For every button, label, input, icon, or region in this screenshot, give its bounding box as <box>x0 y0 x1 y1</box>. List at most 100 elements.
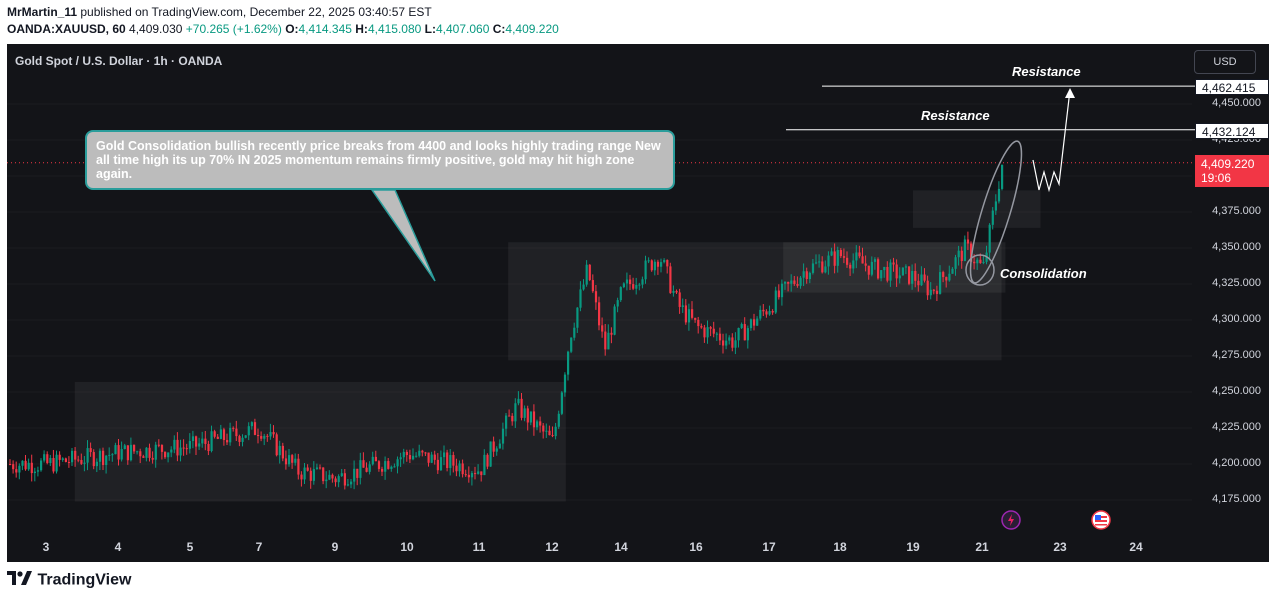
candle-body <box>182 447 185 449</box>
candle-body <box>340 473 343 477</box>
candle-body <box>855 252 858 261</box>
bar-countdown: 19:06 <box>1201 171 1232 185</box>
candle-body <box>58 454 61 460</box>
candle-body <box>629 279 632 285</box>
candle-body <box>675 290 678 293</box>
close-value: 4,409.220 <box>505 22 559 36</box>
candle-body <box>139 451 142 457</box>
price-tick-label: 4,200.000 <box>1212 457 1261 469</box>
time-tick-label: 17 <box>762 540 776 554</box>
candle-body <box>799 277 802 286</box>
candle-body <box>601 325 604 332</box>
candle-body <box>439 457 443 471</box>
candle-body <box>306 467 309 471</box>
candle-body <box>712 328 715 334</box>
candle-body <box>64 458 67 462</box>
candle-body <box>291 455 294 463</box>
candle-body <box>477 471 480 474</box>
candle-body <box>198 443 201 447</box>
candle-body <box>46 454 49 464</box>
us-flag-event-icon[interactable] <box>1091 510 1111 530</box>
candle-body <box>455 465 458 472</box>
candle-body <box>396 459 399 467</box>
candle-body <box>92 452 95 467</box>
candle-body <box>979 259 982 263</box>
candle-body <box>901 267 904 276</box>
candle-body <box>185 448 188 450</box>
candle-body <box>30 462 33 474</box>
candle-body <box>563 374 567 393</box>
candle-body <box>970 243 973 262</box>
candle-body <box>207 443 210 452</box>
candle-body <box>545 430 548 432</box>
candle-body <box>284 458 288 465</box>
candle-body <box>625 279 629 284</box>
candle-body <box>759 309 762 319</box>
candle-body <box>709 327 712 329</box>
candle-body <box>353 468 356 482</box>
candle-body <box>858 252 861 257</box>
candle-body <box>303 467 306 480</box>
candle-body <box>867 265 870 275</box>
candle-body <box>418 450 421 456</box>
candle-body <box>932 289 935 291</box>
chart-canvas[interactable] <box>7 44 1269 562</box>
candle-body <box>784 282 787 284</box>
chart-area[interactable]: Gold Spot / U.S. Dollar · 1h · OANDA USD… <box>7 44 1269 562</box>
candle-body <box>567 351 570 375</box>
candle-body <box>108 454 111 456</box>
candle-body <box>486 454 489 467</box>
author-name[interactable]: MrMartin_11 <box>7 5 78 19</box>
candle-body <box>405 451 408 456</box>
candle-body <box>464 474 467 476</box>
candle-body <box>27 462 30 470</box>
candle-body <box>133 444 136 452</box>
time-tick-label: 12 <box>545 540 559 554</box>
candle-body <box>517 398 520 404</box>
candle-body <box>136 451 139 453</box>
candle-body <box>9 464 12 465</box>
candle-body <box>148 447 151 458</box>
candle-body <box>356 468 359 478</box>
candle-body <box>167 452 170 458</box>
close-label: C: <box>492 22 506 36</box>
candle-body <box>734 340 737 348</box>
ohlc-line: OANDA:XAUUSD, 60 4,409.030 +70.265 (+1.6… <box>7 22 559 36</box>
symbol-label: OANDA:XAUUSD, 60 <box>7 22 126 36</box>
candle-body <box>532 411 536 428</box>
candle-body <box>687 309 691 323</box>
tradingview-branding[interactable]: TradingView <box>7 571 131 590</box>
candle-body <box>95 461 98 467</box>
time-tick-label: 21 <box>975 540 989 554</box>
candle-body <box>235 428 238 437</box>
candle-body <box>945 277 948 281</box>
candle-body <box>697 319 700 327</box>
candle-body <box>111 454 114 456</box>
candle-body <box>275 434 278 456</box>
candle-body <box>322 467 325 482</box>
open-label: O: <box>285 22 299 36</box>
candle-body <box>842 256 846 258</box>
candle-body <box>529 411 532 423</box>
candle-body <box>650 260 653 271</box>
publish-info: published on TradingView.com, December 2… <box>80 5 432 19</box>
candle-body <box>753 319 756 326</box>
candle-body <box>247 426 250 436</box>
currency-button[interactable]: USD <box>1194 50 1256 74</box>
price-tick-label: 4,350.000 <box>1212 241 1261 253</box>
resistance-price-mid: 4,432.124 <box>1195 123 1269 139</box>
candle-body <box>67 461 71 463</box>
candle-body <box>718 333 722 341</box>
candle-body <box>774 290 777 313</box>
candle-body <box>281 445 284 459</box>
callout-note[interactable]: Gold Consolidation bullish recently pric… <box>85 130 675 190</box>
publish-line: MrMartin_11 published on TradingView.com… <box>7 5 432 19</box>
lightning-event-icon[interactable] <box>1001 510 1021 530</box>
price-tick-label: 4,375.000 <box>1212 205 1261 217</box>
candle-body <box>74 450 77 460</box>
time-tick-label: 9 <box>331 540 339 554</box>
candle-body <box>663 260 666 263</box>
candle-body <box>948 273 951 281</box>
candle-body <box>548 430 551 436</box>
time-tick-label: 14 <box>614 540 628 554</box>
